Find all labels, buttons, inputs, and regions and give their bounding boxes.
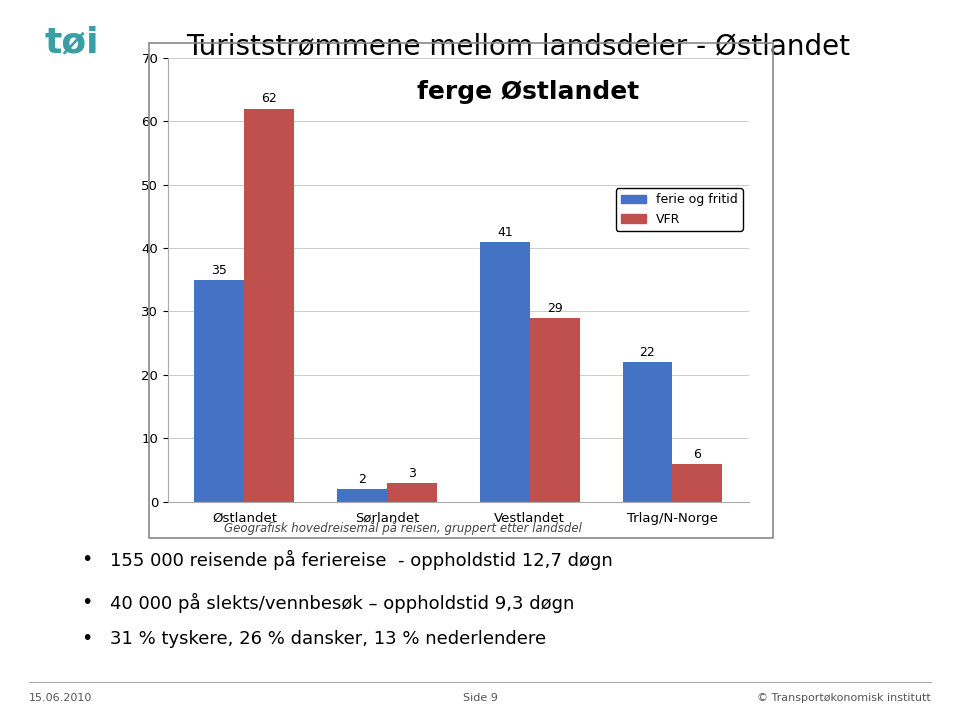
Bar	[480, 242, 530, 502]
Bar	[195, 280, 245, 502]
Text: Geografisk hovedreisemål på reisen, gruppert etter landsdel: Geografisk hovedreisemål på reisen, grup…	[225, 521, 582, 536]
Bar	[672, 464, 722, 502]
Bar	[337, 489, 387, 502]
Text: 35: 35	[211, 264, 228, 277]
Text: 29: 29	[547, 302, 563, 315]
Text: 3: 3	[408, 466, 416, 479]
Text: 22: 22	[639, 346, 656, 359]
Text: ferge Østlandet: ferge Østlandet	[417, 80, 639, 104]
Text: Turiststrømmene mellom landsdeler - Østlandet: Turiststrømmene mellom landsdeler - Østl…	[186, 32, 851, 61]
Bar	[622, 362, 672, 502]
Text: 62: 62	[261, 92, 277, 105]
Text: 2: 2	[358, 473, 366, 486]
Legend: ferie og fritid, VFR: ferie og fritid, VFR	[615, 188, 742, 230]
Text: •: •	[81, 630, 92, 648]
Text: Side 9: Side 9	[463, 693, 497, 703]
Text: 155 000 reisende på feriereise  - oppholdstid 12,7 døgn: 155 000 reisende på feriereise - opphold…	[110, 549, 613, 570]
Text: tøi: tøi	[45, 25, 99, 59]
Text: © Transportøkonomisk institutt: © Transportøkonomisk institutt	[757, 693, 931, 703]
Text: 6: 6	[693, 448, 702, 461]
Text: 41: 41	[497, 225, 513, 238]
Text: 15.06.2010: 15.06.2010	[29, 693, 92, 703]
Text: 40 000 på slekts/vennbesøk – oppholdstid 9,3 døgn: 40 000 på slekts/vennbesøk – oppholdstid…	[110, 593, 575, 613]
Text: •: •	[81, 550, 92, 569]
Bar	[387, 483, 437, 502]
Text: 31 % tyskere, 26 % dansker, 13 % nederlendere: 31 % tyskere, 26 % dansker, 13 % nederle…	[110, 630, 546, 648]
Text: •: •	[81, 593, 92, 612]
Bar	[245, 108, 295, 502]
Bar	[530, 318, 580, 502]
